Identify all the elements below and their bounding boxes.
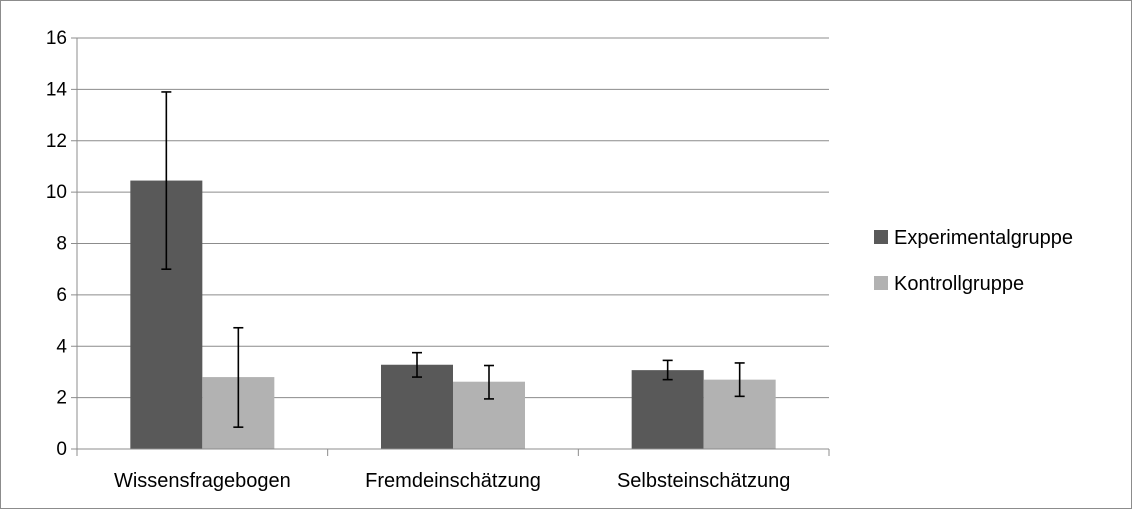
legend-swatch	[874, 276, 888, 290]
y-tick-label: 10	[46, 182, 67, 203]
legend-label: Experimentalgruppe	[894, 227, 1073, 249]
x-category-label: Fremdeinschätzung	[365, 470, 541, 492]
bars	[130, 180, 776, 450]
error-bars	[161, 91, 745, 428]
legend-label: Kontrollgruppe	[894, 273, 1024, 295]
x-category-label: Selbsteinschätzung	[617, 470, 790, 492]
y-tick-label: 2	[56, 388, 67, 409]
y-tick-label: 0	[56, 439, 67, 460]
x-category-labels: Wissensfragebogen Fremdeinschätzung Selbst…	[114, 470, 790, 492]
y-tick-label: 12	[46, 131, 67, 152]
y-tick-label: 6	[56, 285, 67, 306]
legend: Experimentalgruppe Kontrollgruppe	[874, 227, 1073, 295]
axes	[76, 38, 830, 456]
y-tick-labels: 0 2 4 6 8 10 12 14 16	[46, 28, 68, 460]
y-tick-label: 14	[46, 79, 68, 100]
x-category-label: Wissensfragebogen	[114, 470, 291, 492]
legend-swatch	[874, 230, 888, 244]
y-tick-label: 8	[56, 234, 67, 255]
bar-experimentalgruppe-2	[631, 370, 704, 449]
bar-experimentalgruppe-1	[381, 364, 453, 449]
y-tick-label: 4	[56, 336, 67, 357]
y-tick-label: 16	[46, 28, 67, 49]
